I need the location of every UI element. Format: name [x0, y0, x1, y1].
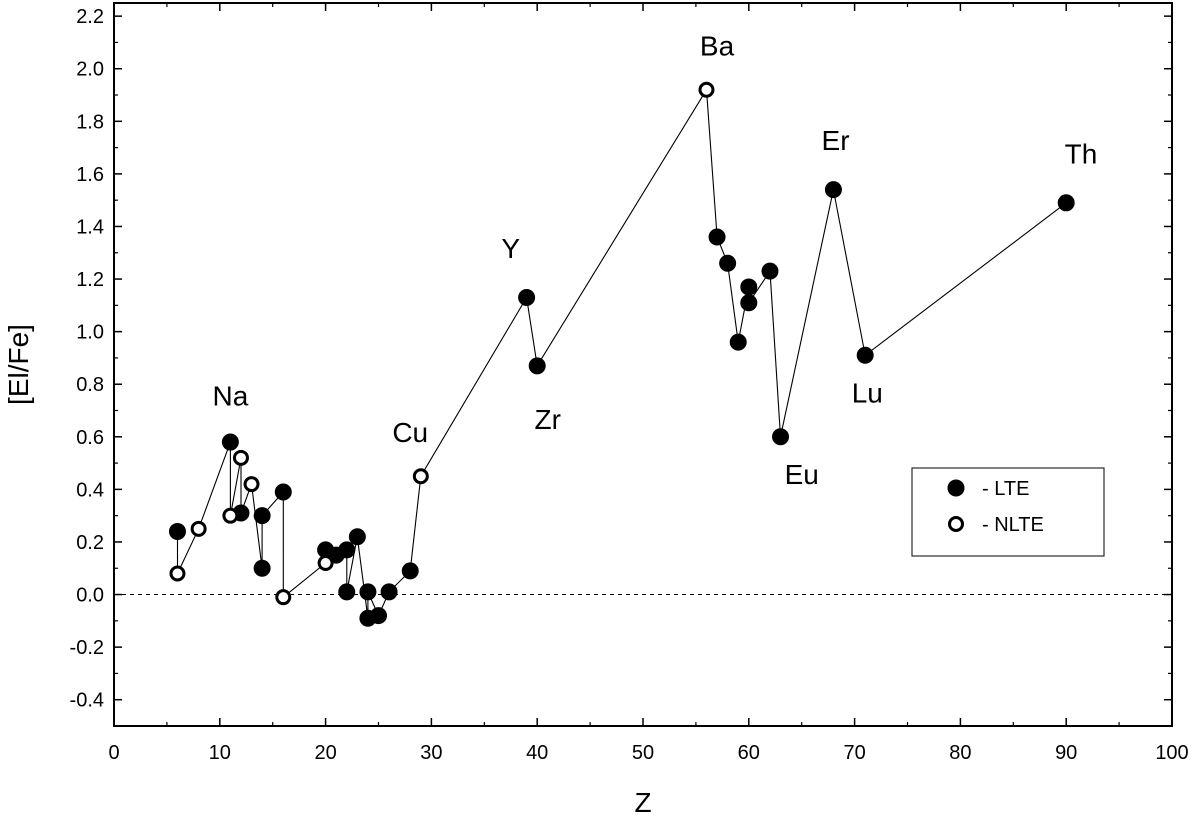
lte-point — [518, 288, 536, 306]
legend-box — [911, 467, 1105, 557]
lte-point — [221, 433, 239, 451]
nlte-point — [243, 476, 260, 493]
element-label: Zr — [535, 404, 561, 435]
y-tick-label: 0.6 — [76, 427, 104, 449]
y-tick-label: 0.0 — [76, 585, 104, 607]
plot-frame — [113, 2, 1173, 727]
nlte-point — [169, 565, 186, 582]
lte-point — [1057, 194, 1075, 212]
element-label: Lu — [852, 378, 883, 409]
x-tick-label: 10 — [209, 742, 231, 764]
x-tick-label: 20 — [314, 742, 336, 764]
legend: - LTE - NLTE — [911, 467, 1105, 557]
x-tick-label: 50 — [632, 742, 654, 764]
annotations-group: Na Cu Y Zr Ba Eu Er Lu Th — [212, 31, 1097, 491]
y-tick-label: 1.8 — [76, 111, 104, 133]
lte-point — [401, 562, 419, 580]
element-label: Th — [1065, 138, 1098, 169]
legend-lte-marker — [947, 479, 965, 497]
y-tick-label: -0.4 — [70, 690, 104, 712]
y-tick-label: 2.0 — [76, 59, 104, 81]
lte-point — [740, 278, 758, 296]
plot-frame-group — [113, 2, 1173, 727]
nlte-point — [412, 468, 429, 485]
nlte-point — [190, 520, 207, 537]
lte-point — [824, 181, 842, 199]
x-tick-label: 100 — [1155, 742, 1188, 764]
lte-point — [856, 346, 874, 364]
lte-point — [761, 262, 779, 280]
x-tick-label: 70 — [843, 742, 865, 764]
lte-point — [380, 583, 398, 601]
x-tick-label: 80 — [949, 742, 971, 764]
x-tick-label: 0 — [108, 742, 119, 764]
element-label: Cu — [392, 417, 428, 448]
lte-point — [274, 483, 292, 501]
data-points-group — [168, 81, 1075, 627]
lte-point — [338, 583, 356, 601]
y-tick-label: 2.2 — [76, 6, 104, 28]
element-label: Y — [501, 233, 520, 264]
x-tick-label: 30 — [420, 742, 442, 764]
element-label: Er — [822, 125, 850, 156]
lte-point — [370, 607, 387, 625]
lte-point — [253, 507, 271, 525]
axis-ticks-group: 0 10 20 30 40 50 60 70 80 90 100 -0.4 -0.2 0.0 0.2 0.4 0… — [70, 3, 1189, 764]
element-label: Ba — [700, 31, 735, 62]
lte-point — [708, 228, 726, 246]
y-axis-title: [El/Fe] — [3, 324, 34, 405]
lte-point — [253, 559, 271, 577]
element-label: Na — [212, 380, 248, 411]
lte-point — [338, 541, 356, 559]
x-axis-title: Z — [634, 787, 651, 818]
lte-point — [359, 583, 377, 601]
lte-point — [729, 333, 747, 351]
lte-point — [719, 254, 737, 272]
y-tick-label: 1.2 — [76, 269, 104, 291]
y-tick-label: 0.8 — [76, 374, 104, 396]
y-tick-label: 1.4 — [76, 216, 104, 238]
y-tick-label: -0.2 — [70, 637, 104, 659]
element-label: Eu — [785, 459, 819, 490]
legend-nlte-marker — [948, 516, 964, 532]
x-tick-label: 40 — [526, 742, 548, 764]
x-tick-label: 90 — [1055, 742, 1077, 764]
lte-point — [772, 428, 790, 446]
y-tick-label: 0.2 — [76, 532, 104, 554]
nlte-point — [275, 589, 292, 606]
nlte-point — [232, 449, 249, 466]
nlte-point — [698, 81, 715, 98]
x-tick-label: 60 — [738, 742, 760, 764]
lte-point — [740, 294, 758, 312]
nlte-point — [222, 507, 239, 524]
y-tick-label: 0.4 — [76, 479, 104, 501]
nlte-point — [317, 554, 334, 571]
y-tick-label: 1.6 — [76, 164, 104, 186]
lte-point — [348, 528, 366, 546]
legend-label: - NLTE — [982, 514, 1044, 536]
lte-point — [528, 357, 546, 375]
y-tick-label: 1.0 — [76, 322, 104, 344]
legend-label: - LTE — [982, 478, 1029, 500]
lte-point — [168, 522, 186, 540]
